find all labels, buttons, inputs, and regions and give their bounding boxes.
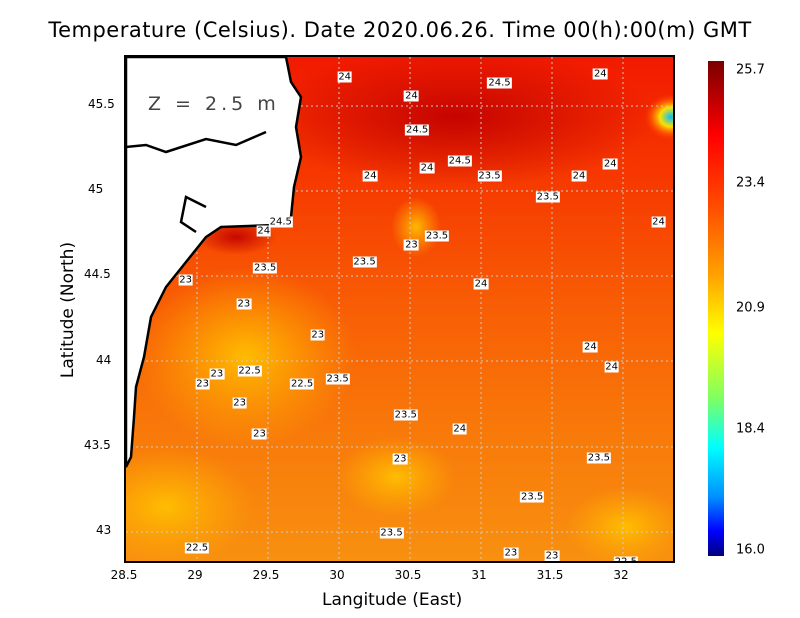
- x-tick: 28.5: [110, 568, 138, 582]
- cold-eddy-northeast: [643, 93, 673, 141]
- contour-label: 23: [310, 329, 326, 341]
- contour-label: 22.5: [289, 378, 315, 390]
- land-coastline: [126, 57, 303, 468]
- contour-label: 23.5: [424, 230, 450, 242]
- contour-label: 23.5: [379, 527, 404, 539]
- contour-label: 24: [571, 170, 587, 182]
- contour-label: 23: [252, 428, 267, 440]
- y-tick: 44: [96, 353, 112, 367]
- coastline-detail: [179, 195, 207, 234]
- cool-patch-south: [336, 437, 456, 517]
- contour-label: 24.5: [268, 216, 293, 228]
- map-plot-area: Z = 2.5 m 24 24 24.5 24 24.5 24.5 24 24 23.5 24 24…: [124, 55, 675, 563]
- x-tick: 30.5: [394, 568, 422, 582]
- depth-label: Z = 2.5 m: [148, 93, 280, 115]
- colorbar-tick: 23.4: [736, 175, 765, 191]
- contour-label: 22.5: [237, 365, 262, 377]
- coastline-detail: [126, 130, 267, 154]
- contour-label: 22.5: [613, 556, 639, 561]
- x-tick: 29: [187, 568, 203, 582]
- colorbar-tick: 20.9: [736, 300, 765, 316]
- cool-patch-southwest: [126, 447, 256, 561]
- contour-label: 24.5: [447, 155, 472, 167]
- contour-label: 23.5: [520, 491, 545, 503]
- contour-label: 24: [582, 341, 598, 353]
- contour-label: 23.5: [393, 409, 418, 421]
- contour-label: 23: [503, 547, 519, 559]
- contour-label: 23: [232, 397, 247, 409]
- temperature-field: [126, 57, 673, 561]
- colorbar: [708, 61, 724, 556]
- colorbar-tick: 25.7: [736, 62, 765, 78]
- x-tick: 29.5: [252, 568, 280, 582]
- contour-label: 23: [209, 368, 225, 380]
- y-tick: 43: [96, 523, 112, 537]
- x-tick: 31.5: [536, 568, 564, 582]
- x-tick: 31: [471, 568, 487, 582]
- contour-label: 23.5: [477, 170, 502, 182]
- contour-label: 23: [392, 453, 408, 465]
- contour-label: 23.5: [352, 256, 377, 268]
- contour-label: 24.5: [404, 124, 430, 136]
- y-axis-label: Latitude (North): [58, 241, 78, 379]
- colorbar-tick: 18.4: [736, 421, 765, 437]
- contour-label: 22.5: [184, 542, 210, 554]
- contour-label: 24: [452, 423, 468, 435]
- y-tick: 44.5: [84, 267, 111, 281]
- contour-label: 23: [195, 378, 211, 390]
- contour-label: 24: [602, 158, 618, 170]
- x-axis-label: Langitude (East): [322, 590, 463, 610]
- y-tick: 45: [88, 182, 104, 196]
- cool-patch-southeast: [566, 487, 673, 561]
- y-tick: 45.5: [88, 97, 115, 111]
- contour-label: 24: [362, 170, 378, 182]
- contour-label: 23: [544, 550, 560, 562]
- x-tick: 30: [329, 568, 345, 582]
- contour-label: 23.5: [325, 373, 350, 385]
- colorbar-tick: 16.0: [736, 542, 765, 558]
- contour-label: 24: [419, 162, 435, 174]
- contour-label: 23.5: [253, 262, 278, 274]
- warm-core-north: [256, 57, 656, 187]
- contour-label: 24: [404, 90, 419, 102]
- contour-label: 24: [337, 71, 353, 83]
- contour-label: 24.5: [487, 77, 512, 89]
- x-tick: 32: [613, 568, 629, 582]
- contour-label: 24: [651, 216, 666, 228]
- cool-patch-center: [391, 197, 441, 257]
- contour-label: 23: [178, 274, 194, 286]
- contour-label: 24: [256, 225, 272, 237]
- y-tick: 43.5: [84, 438, 111, 452]
- cool-patch-west: [136, 267, 356, 447]
- contour-label: 23.5: [586, 452, 612, 464]
- contour-label: 24: [592, 68, 608, 80]
- contour-label: 23: [236, 298, 252, 310]
- contour-label: 24: [604, 361, 620, 373]
- map-title: Temperature (Celsius). Date 2020.06.26. …: [48, 18, 752, 42]
- contour-label: 24: [473, 278, 489, 290]
- contour-label: 23.5: [535, 191, 560, 203]
- contour-label: 23: [404, 239, 419, 251]
